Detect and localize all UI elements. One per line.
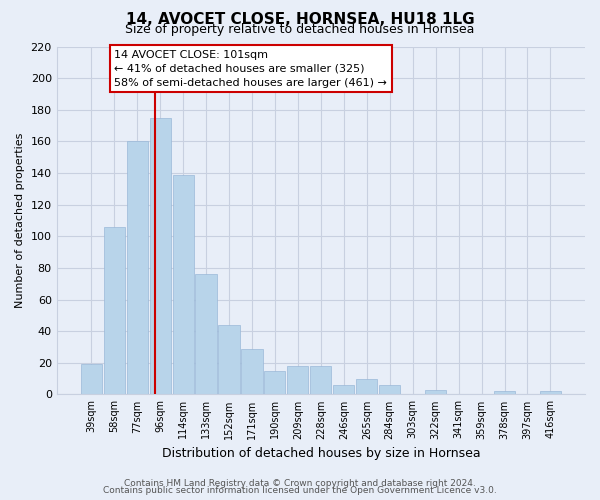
Bar	[104, 227, 125, 394]
Bar	[149, 118, 170, 394]
Bar	[196, 274, 217, 394]
Text: Contains public sector information licensed under the Open Government Licence v3: Contains public sector information licen…	[103, 486, 497, 495]
Bar	[494, 392, 515, 394]
Bar	[356, 378, 377, 394]
Bar	[80, 364, 102, 394]
Text: 14 AVOCET CLOSE: 101sqm
← 41% of detached houses are smaller (325)
58% of semi-d: 14 AVOCET CLOSE: 101sqm ← 41% of detache…	[114, 50, 387, 88]
Bar	[333, 385, 355, 394]
Text: 14, AVOCET CLOSE, HORNSEA, HU18 1LG: 14, AVOCET CLOSE, HORNSEA, HU18 1LG	[125, 12, 475, 28]
Bar	[173, 174, 194, 394]
Bar	[310, 366, 331, 394]
Y-axis label: Number of detached properties: Number of detached properties	[15, 133, 25, 308]
X-axis label: Distribution of detached houses by size in Hornsea: Distribution of detached houses by size …	[161, 447, 480, 460]
Text: Size of property relative to detached houses in Hornsea: Size of property relative to detached ho…	[125, 22, 475, 36]
Bar	[241, 348, 263, 395]
Bar	[287, 366, 308, 394]
Bar	[379, 385, 400, 394]
Bar	[265, 370, 286, 394]
Bar	[425, 390, 446, 394]
Bar	[218, 325, 239, 394]
Bar	[540, 392, 561, 394]
Bar	[127, 142, 148, 394]
Text: Contains HM Land Registry data © Crown copyright and database right 2024.: Contains HM Land Registry data © Crown c…	[124, 478, 476, 488]
